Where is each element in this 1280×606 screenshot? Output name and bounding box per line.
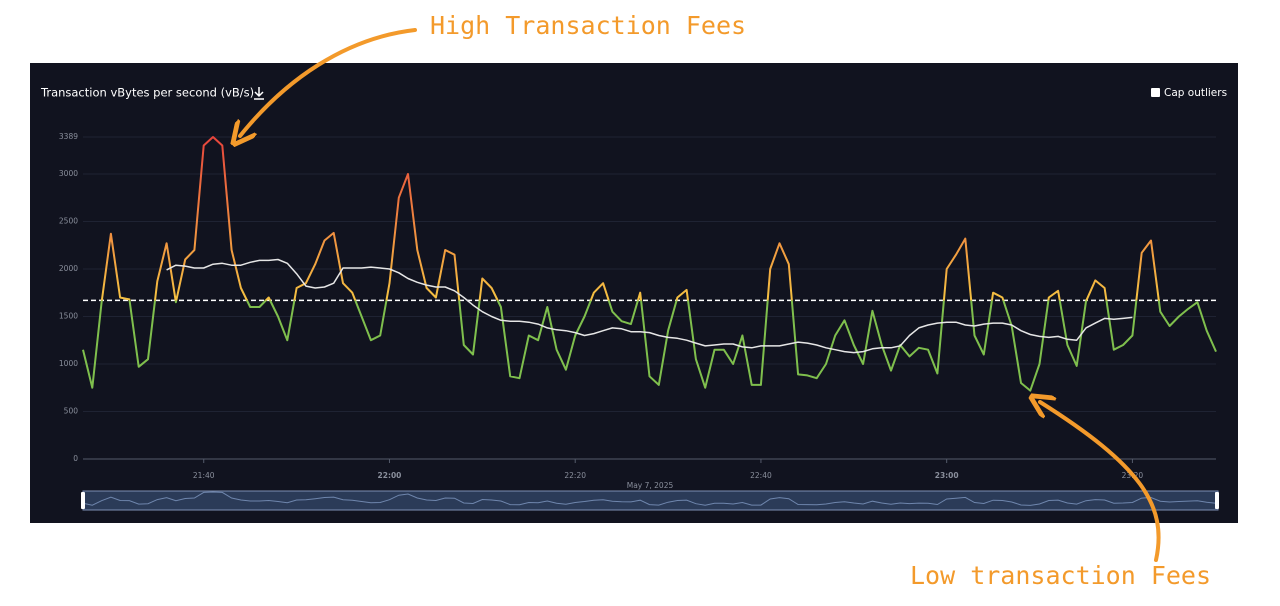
y-tick-label: 3389 <box>59 132 78 141</box>
data-line <box>82 136 1217 392</box>
cap-outliers-checkbox[interactable] <box>1151 88 1160 97</box>
average-line <box>166 258 1133 354</box>
y-tick-label: 500 <box>64 406 79 415</box>
navigator-line <box>82 491 1217 506</box>
x-tick-label: 23:00 <box>935 471 959 480</box>
y-tick-label: 0 <box>73 454 78 463</box>
navigator-handle[interactable] <box>1215 492 1219 509</box>
download-icon[interactable] <box>254 87 264 100</box>
chart-title: Transaction vBytes per second (vB/s) <box>40 86 254 100</box>
y-tick-label: 1500 <box>59 311 78 320</box>
x-tick-label: 21:40 <box>193 471 215 480</box>
navigator-handle[interactable] <box>81 492 85 509</box>
x-tick-label: 22:40 <box>750 471 772 480</box>
annotation: Low transaction Fees <box>910 561 1211 590</box>
x-tick-label: 22:00 <box>378 471 402 480</box>
x-tick-label: 22:20 <box>564 471 586 480</box>
date-label: May 7, 2025 <box>627 481 674 490</box>
annotation-arrow <box>240 28 417 136</box>
chart-panel <box>30 63 1238 523</box>
cap-outliers-label[interactable]: Cap outliers <box>1164 87 1227 99</box>
y-tick-label: 2000 <box>59 264 78 273</box>
y-tick-label: 2500 <box>59 216 78 225</box>
y-tick-label: 3000 <box>59 169 78 178</box>
annotation-arrow <box>1040 402 1161 562</box>
annotation: High Transaction Fees <box>430 11 746 40</box>
y-tick-label: 1000 <box>59 359 78 368</box>
